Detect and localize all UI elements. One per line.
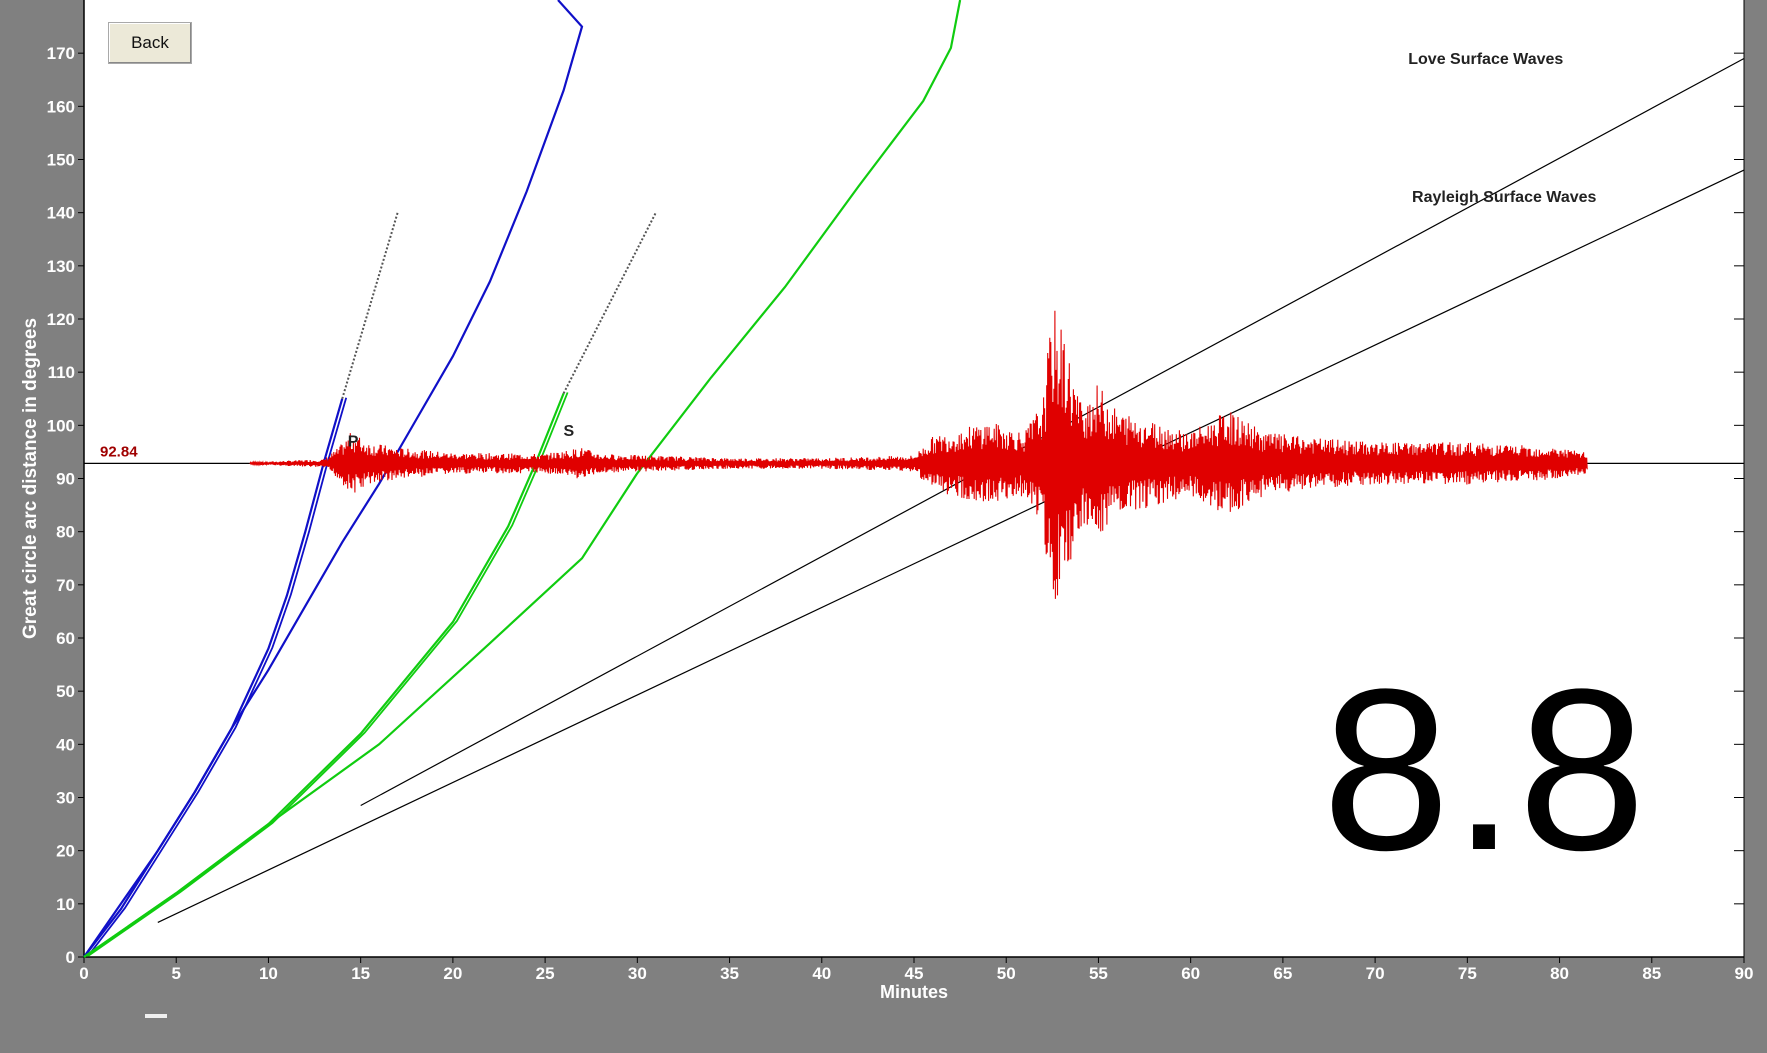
x-tick-label: 0 <box>79 964 88 983</box>
x-tick-label: 20 <box>443 964 462 983</box>
x-tick-label: 85 <box>1642 964 1661 983</box>
y-tick-label: 10 <box>56 895 75 914</box>
x-tick-label: 90 <box>1735 964 1754 983</box>
x-tick-label: 65 <box>1273 964 1292 983</box>
x-tick-label: 55 <box>1089 964 1108 983</box>
x-tick-label: 35 <box>720 964 739 983</box>
x-tick-label: 10 <box>259 964 278 983</box>
station-distance-label: 92.84 <box>100 443 138 460</box>
series-s-extension <box>562 212 657 394</box>
y-axis-label: Great circle arc distance in degrees <box>20 318 41 639</box>
series-pp <box>83 0 584 958</box>
y-tick-label: 160 <box>47 97 75 116</box>
back-button[interactable]: Back <box>108 22 192 64</box>
x-tick-label: 80 <box>1550 964 1569 983</box>
series-p-branch <box>87 397 348 957</box>
x-tick-label: 5 <box>171 964 180 983</box>
x-tick-label: 70 <box>1366 964 1385 983</box>
series-p-extension <box>341 212 399 400</box>
x-tick-label: 25 <box>536 964 555 983</box>
phase-label-rayleigh-surface-waves: Rayleigh Surface Waves <box>1412 189 1596 206</box>
y-tick-label: 170 <box>47 44 75 63</box>
y-tick-label: 100 <box>47 416 75 435</box>
x-axis-label: Minutes <box>880 982 948 1002</box>
y-tick-label: 70 <box>56 576 75 595</box>
y-tick-label: 110 <box>48 363 75 382</box>
seismogram-trace <box>249 310 1588 599</box>
scroll-indicator[interactable] <box>145 1014 167 1018</box>
x-tick-label: 40 <box>812 964 831 983</box>
y-tick-label: 30 <box>56 789 75 808</box>
y-tick-label: 0 <box>66 948 75 967</box>
x-tick-label: 45 <box>905 964 924 983</box>
phase-label-p: P <box>348 434 359 451</box>
y-tick-label: 50 <box>56 682 75 701</box>
y-tick-label: 90 <box>56 470 75 489</box>
magnitude-label: 8.8 <box>1322 641 1648 898</box>
y-tick-label: 130 <box>47 257 75 276</box>
y-tick-label: 40 <box>56 735 75 754</box>
x-tick-label: 60 <box>1181 964 1200 983</box>
series-ss <box>83 0 962 958</box>
y-tick-label: 120 <box>47 310 75 329</box>
phase-label-love-surface-waves: Love Surface Waves <box>1408 51 1563 68</box>
x-tick-label: 50 <box>997 964 1016 983</box>
y-tick-label: 140 <box>47 204 75 223</box>
x-tick-label: 30 <box>628 964 647 983</box>
series-s-branch <box>87 392 569 957</box>
series-p <box>83 398 344 958</box>
x-tick-label: 15 <box>351 964 370 983</box>
y-tick-label: 80 <box>56 523 75 542</box>
y-tick-label: 20 <box>56 842 75 861</box>
y-tick-label: 60 <box>56 629 75 648</box>
x-tick-label: 75 <box>1458 964 1477 983</box>
series-rayleigh-surface-waves <box>157 169 1745 923</box>
phase-label-s: S <box>564 423 575 440</box>
y-tick-label: 150 <box>47 151 75 170</box>
